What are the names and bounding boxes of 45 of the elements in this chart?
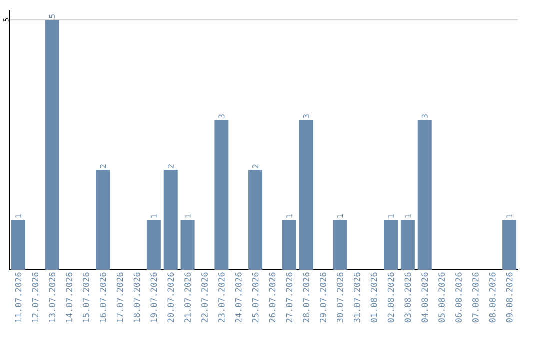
bar (45, 20, 60, 270)
bar (299, 120, 314, 270)
x-tick-label: 06.08.2026 (456, 272, 462, 323)
bar (502, 220, 517, 270)
bar (180, 220, 195, 270)
x-tick-label: 05.08.2026 (438, 272, 446, 323)
x-tick-label: 03.08.2026 (404, 272, 412, 323)
x-tick-label: 30.07.2026 (337, 272, 344, 323)
x-tick-label: 14.07.2026 (66, 272, 72, 322)
x-tick-label: 02.08.2026 (388, 272, 394, 323)
x-tick-label: 23.07.2026 (218, 272, 225, 323)
x-tick-label: 20.07.2026 (168, 272, 174, 323)
x-tick-label: 31.07.2026 (354, 272, 360, 323)
x-tick-label: 17.07.2026 (116, 272, 124, 322)
x-tick-label: 01.08.2026 (370, 272, 378, 323)
x-tick-label: 15.07.2026 (83, 272, 90, 322)
x-tick-label: 13.07.2026 (49, 272, 56, 322)
x-tick-label: 26.07.2026 (269, 272, 276, 323)
x-tick-label: 12.07.2026 (32, 272, 39, 322)
bar (146, 220, 161, 270)
bar (11, 220, 26, 270)
bar (384, 220, 398, 270)
bar (96, 170, 110, 270)
x-tick-label: 07.08.2026 (472, 272, 479, 323)
x-tick-label: 08.08.2026 (489, 272, 496, 323)
bar (400, 220, 415, 270)
bar (418, 120, 432, 270)
x-tick-label: 24.07.2026 (235, 272, 242, 323)
x-tick-label: 21.07.2026 (184, 272, 192, 323)
bar (333, 220, 348, 270)
x-tick-label: 25.07.2026 (252, 272, 259, 323)
x-tick-label: 28.07.2026 (303, 272, 310, 323)
bar (164, 170, 178, 270)
x-tick-label: 04.08.2026 (422, 272, 428, 323)
bar (248, 170, 263, 270)
x-tick-label: 27.07.2026 (286, 272, 293, 323)
x-tick-label: 11.07.2026 (15, 272, 22, 322)
bar (214, 120, 229, 270)
x-tick-label: 22.07.2026 (202, 272, 208, 323)
x-tick-label: 16.07.2026 (100, 272, 106, 322)
x-tick-label: 18.07.2026 (134, 272, 140, 322)
x-tick-label: 19.07.2026 (150, 272, 158, 322)
bar (282, 220, 296, 270)
x-tick-label: 09.08.2026 (506, 272, 513, 323)
x-tick-label: 29.07.2026 (320, 272, 326, 323)
